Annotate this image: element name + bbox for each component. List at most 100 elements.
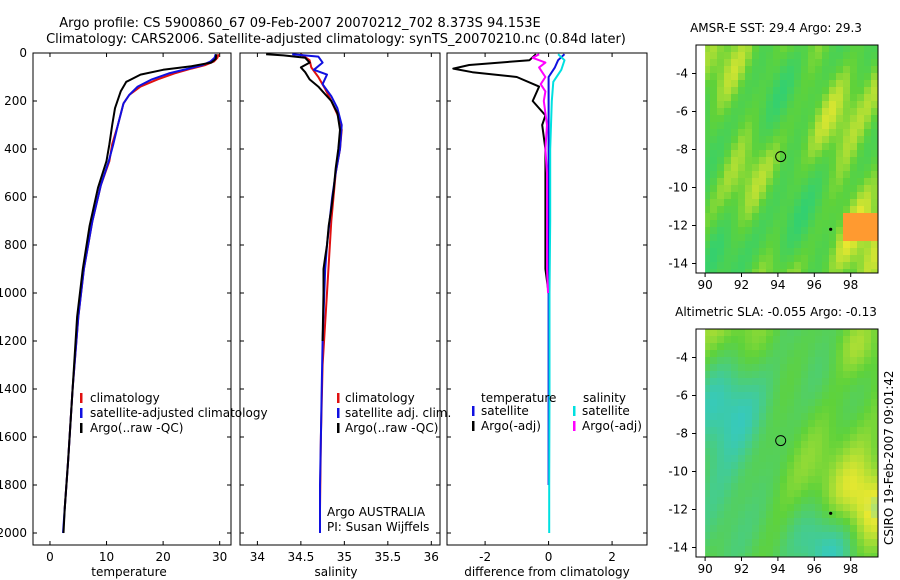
- heat-cell: [724, 420, 732, 428]
- legend-swatch-satellite: [337, 408, 340, 418]
- heat-cell: [850, 80, 858, 88]
- heat-cell: [724, 52, 732, 60]
- heat-cell: [766, 350, 774, 358]
- heat-cell: [871, 364, 879, 372]
- heat-cell: [773, 455, 781, 463]
- heat-cell: [829, 329, 837, 337]
- heat-cell: [815, 441, 823, 449]
- heat-cell: [752, 406, 760, 414]
- heat-cell: [829, 227, 837, 235]
- heat-cell: [738, 455, 746, 463]
- heat-cell: [801, 73, 809, 81]
- heat-cell: [871, 336, 879, 344]
- heat-cell: [724, 66, 732, 74]
- heat-cell: [773, 227, 781, 235]
- y-tick-label: 600: [4, 190, 27, 204]
- heat-cell: [864, 248, 872, 256]
- heat-cell: [836, 441, 844, 449]
- heat-cell: [703, 220, 711, 228]
- heat-cell: [717, 525, 725, 533]
- heat-cell: [738, 87, 746, 95]
- heat-cell: [717, 497, 725, 505]
- heat-cell: [759, 462, 767, 470]
- heat-cell: [864, 546, 872, 554]
- heat-cell: [738, 504, 746, 512]
- heat-cell: [766, 434, 774, 442]
- heat-cell: [829, 248, 837, 256]
- heat-cell: [836, 392, 844, 400]
- heat-cell: [850, 336, 858, 344]
- heat-cell: [843, 143, 851, 151]
- heat-cell: [745, 518, 753, 526]
- heat-cell: [801, 59, 809, 67]
- heat-cell: [731, 122, 739, 130]
- heat-cell: [801, 213, 809, 221]
- heat-cell: [808, 427, 816, 435]
- heat-cell: [836, 343, 844, 351]
- heat-cell: [871, 385, 879, 393]
- heat-cell: [787, 164, 795, 172]
- heat-cell: [794, 59, 802, 67]
- figure-title-line2: Climatology: CARS2006. Satellite-adjuste…: [46, 32, 626, 47]
- x-tick-label: 34.5: [288, 550, 315, 564]
- heat-cell: [780, 434, 788, 442]
- heat-cell: [843, 157, 851, 165]
- heat-cell: [808, 504, 816, 512]
- heat-cell: [801, 255, 809, 263]
- heat-cell: [710, 504, 718, 512]
- heat-cell: [752, 525, 760, 533]
- heat-cell: [703, 227, 711, 235]
- heat-cell: [780, 192, 788, 200]
- heat-cell: [745, 497, 753, 505]
- heat-cell: [815, 234, 823, 242]
- heat-cell: [745, 469, 753, 477]
- heat-cell: [822, 399, 830, 407]
- heat-cell: [829, 497, 837, 505]
- heat-cell: [745, 87, 753, 95]
- heat-cell: [752, 343, 760, 351]
- heat-cell: [850, 45, 858, 53]
- heat-cell: [871, 115, 879, 123]
- heat-cell: [717, 234, 725, 242]
- heat-cell: [787, 378, 795, 386]
- heat-cell: [731, 199, 739, 207]
- heat-cell: [857, 108, 865, 116]
- heat-cell: [773, 329, 781, 337]
- heat-cell: [752, 157, 760, 165]
- heat-cell: [773, 129, 781, 137]
- heat-cell: [822, 136, 830, 144]
- heat-cell: [710, 108, 718, 116]
- heat-cell: [773, 248, 781, 256]
- heat-cell: [864, 476, 872, 484]
- heat-cell: [843, 483, 851, 491]
- heat-cell: [850, 448, 858, 456]
- heat-cell: [703, 255, 711, 263]
- heat-cell: [773, 399, 781, 407]
- heat-cell: [829, 406, 837, 414]
- heat-cell: [850, 129, 858, 137]
- heat-cell: [864, 357, 872, 365]
- heat-cell: [794, 157, 802, 165]
- heat-cell: [787, 234, 795, 242]
- heat-cell: [801, 336, 809, 344]
- heat-cell: [829, 164, 837, 172]
- heat-cell: [787, 546, 795, 554]
- heat-cell: [703, 87, 711, 95]
- heat-cell: [724, 455, 732, 463]
- heat-cell: [787, 192, 795, 200]
- heat-cell: [794, 192, 802, 200]
- difference-panel: -2 0 2: [446, 52, 648, 564]
- heat-cell: [724, 171, 732, 179]
- legend-swatch-sal-argo: [573, 421, 576, 431]
- heat-cell: [850, 385, 858, 393]
- heat-cell: [724, 136, 732, 144]
- heat-cell: [703, 59, 711, 67]
- heat-cell: [738, 150, 746, 158]
- heat-cell: [745, 336, 753, 344]
- heat-cell: [829, 66, 837, 74]
- heat-cell: [745, 262, 753, 270]
- heat-cell: [801, 539, 809, 547]
- heat-cell: [759, 350, 767, 358]
- heat-cell: [864, 511, 872, 519]
- heat-cell: [780, 73, 788, 81]
